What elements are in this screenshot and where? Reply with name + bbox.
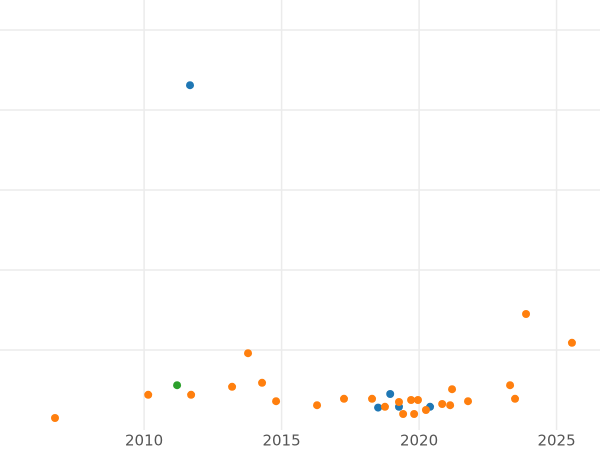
point bbox=[368, 394, 377, 403]
point bbox=[272, 397, 281, 406]
point bbox=[186, 81, 195, 90]
point bbox=[567, 338, 576, 347]
point bbox=[244, 349, 253, 358]
point bbox=[374, 403, 383, 412]
point bbox=[410, 410, 419, 418]
x-tick-label: 2025 bbox=[537, 432, 575, 450]
point bbox=[380, 402, 389, 411]
point bbox=[339, 394, 348, 403]
point bbox=[228, 382, 237, 391]
point bbox=[413, 396, 422, 404]
x-tick-label: 2010 bbox=[125, 432, 163, 450]
point bbox=[313, 401, 322, 410]
point bbox=[187, 390, 196, 399]
point bbox=[421, 406, 430, 414]
point bbox=[50, 414, 59, 422]
point bbox=[173, 381, 182, 390]
point bbox=[386, 390, 395, 398]
point bbox=[438, 400, 447, 408]
point bbox=[399, 410, 408, 418]
x-tick-label: 2020 bbox=[400, 432, 438, 450]
point bbox=[522, 310, 531, 318]
point bbox=[446, 401, 455, 410]
point bbox=[448, 385, 457, 394]
point bbox=[464, 397, 473, 406]
point bbox=[506, 381, 515, 390]
point bbox=[511, 394, 520, 403]
x-tick-label: 2015 bbox=[262, 432, 300, 450]
point bbox=[407, 396, 416, 404]
point bbox=[258, 378, 267, 387]
point bbox=[394, 398, 403, 406]
point bbox=[144, 390, 153, 399]
